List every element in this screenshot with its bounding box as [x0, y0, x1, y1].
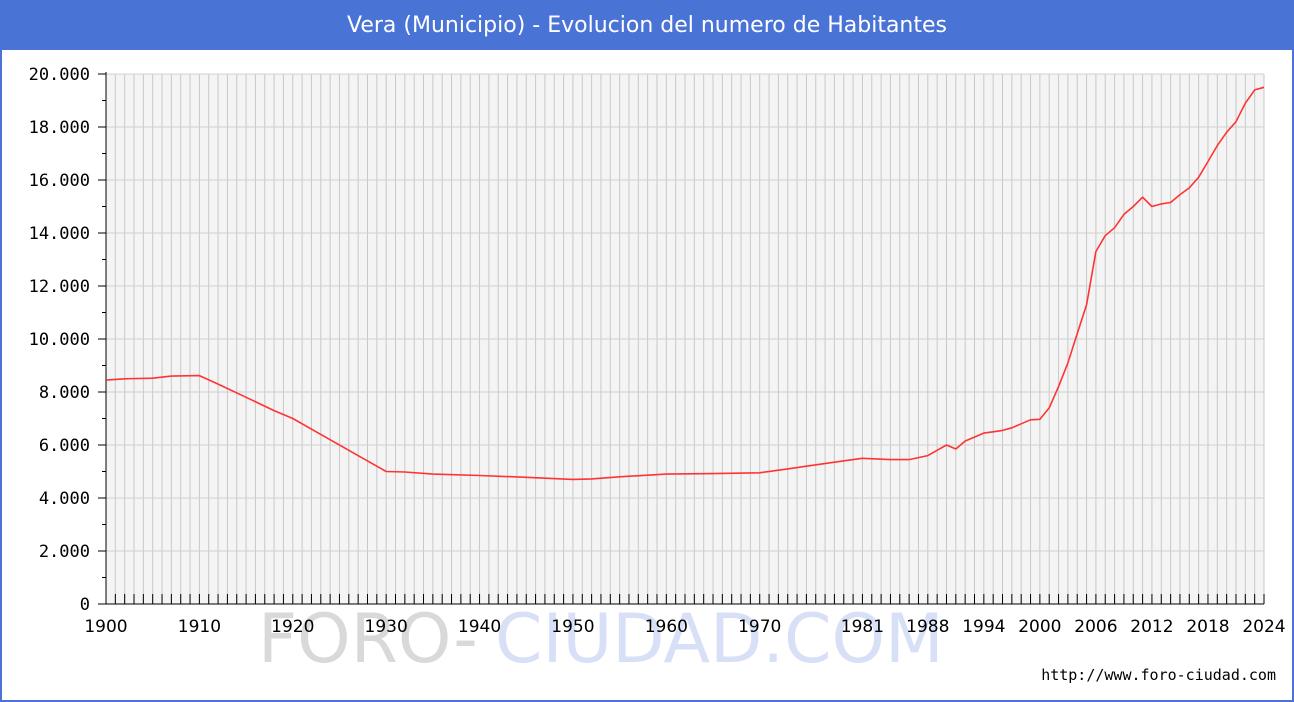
y-tick-label: 2.000 [39, 542, 90, 562]
y-tick-label: 20.000 [29, 65, 90, 85]
x-tick-label: 2012 [1130, 617, 1173, 637]
series-group [105, 86, 1265, 481]
population-line [105, 86, 1265, 481]
x-tick-label: 2000 [1018, 617, 1061, 637]
y-tick-label: 8.000 [39, 383, 90, 403]
x-tick-label: 1930 [365, 617, 408, 637]
source-url[interactable]: http://www.foro-ciudad.com [1041, 666, 1276, 684]
y-tick-label: 4.000 [39, 489, 90, 509]
x-tick-label: 2006 [1074, 617, 1117, 637]
x-tick-label: 2024 [1242, 617, 1285, 637]
y-tick-label: 16.000 [29, 171, 90, 191]
y-tick-label: 6.000 [39, 436, 90, 456]
y-tick-label: 12.000 [29, 277, 90, 297]
x-tick-label: 1900 [84, 617, 127, 637]
x-tick-label: 2018 [1186, 617, 1229, 637]
y-tick-label: 14.000 [29, 224, 90, 244]
x-tick-label: 1994 [962, 617, 1005, 637]
watermark-part2: CIUDAD.COM [495, 600, 944, 679]
chart-title: Vera (Municipio) - Evolucion del numero … [2, 2, 1292, 50]
x-axis-ticks: 1900 1910 1920 1930 1940 1950 1960 1970 1981 1988… [84, 594, 1286, 637]
x-tick-label: 1988 [906, 617, 949, 637]
y-tick-label: 10.000 [29, 330, 90, 350]
x-tick-label: 1940 [458, 617, 501, 637]
x-tick-label: 1981 [841, 617, 884, 637]
x-tick-label: 1960 [645, 617, 688, 637]
x-tick-label: 1950 [551, 617, 594, 637]
y-tick-label: 0 [80, 595, 90, 615]
y-axis-ticks: 0 2.000 4.000 6.000 8.000 10.000 12.000 14.000 1… [29, 65, 106, 615]
watermark: FORO- CIUDAD.COM [258, 600, 944, 679]
watermark-part1: FORO- [258, 600, 478, 679]
x-tick-label: 1970 [738, 617, 781, 637]
x-tick-label: 1920 [271, 617, 314, 637]
x-tick-label: 1910 [178, 617, 221, 637]
y-tick-label: 18.000 [29, 118, 90, 138]
